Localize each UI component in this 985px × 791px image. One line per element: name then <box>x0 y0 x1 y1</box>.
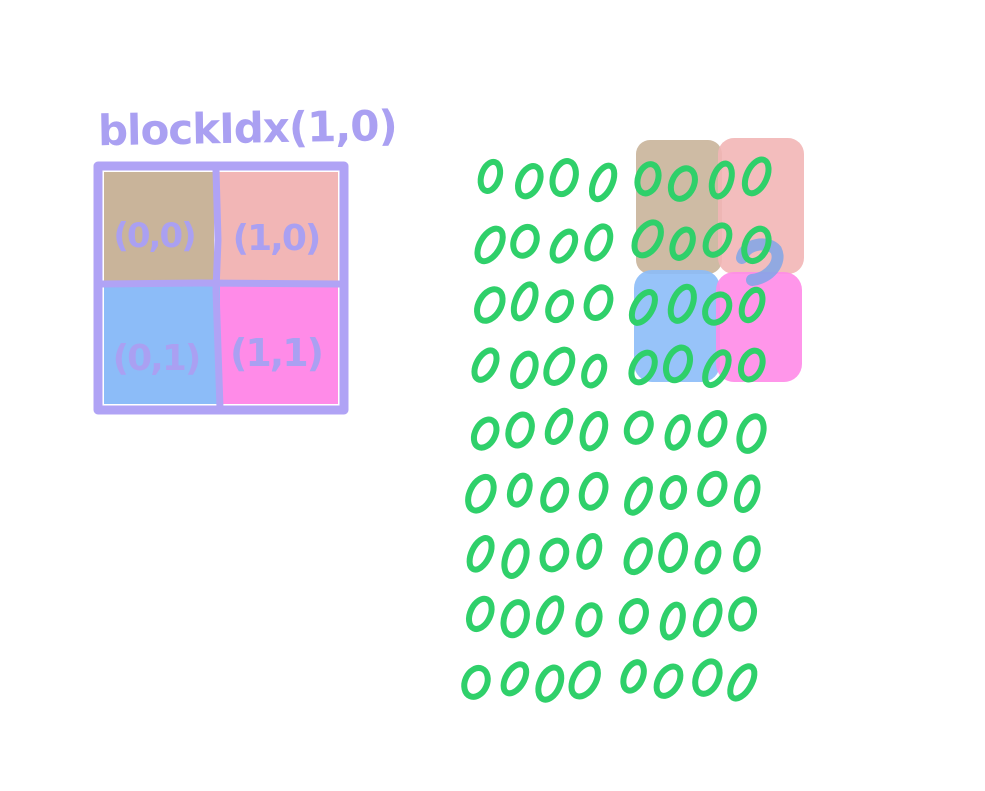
grid-element-0-3 <box>588 162 618 203</box>
grid-element-8-3 <box>568 660 601 700</box>
grid-element-8-0 <box>461 664 491 700</box>
grid-element-3-1 <box>510 350 539 390</box>
grid-element-4-0 <box>470 416 500 451</box>
grid-element-0-2 <box>549 158 579 198</box>
grid-element-6-0 <box>466 535 495 573</box>
block-divider-vertical <box>212 166 224 412</box>
highlight-thread-1-1 <box>716 272 802 382</box>
thread-cell-0-0 <box>104 172 214 282</box>
thread-label-0-0: (0,0) <box>113 216 194 256</box>
highlight-thread-1-0 <box>718 138 804 274</box>
grid-element-6-4 <box>623 537 653 576</box>
grid-element-4-5 <box>664 414 691 451</box>
data-grid <box>461 156 772 703</box>
grid-element-6-1 <box>501 538 530 579</box>
grid-element-2-3 <box>583 284 614 321</box>
grid-element-6-2 <box>539 537 570 573</box>
grid-element-1-7 <box>741 225 772 265</box>
grid-element-4-2 <box>544 407 574 445</box>
grid-element-0-7 <box>741 156 772 197</box>
grid-element-1-2 <box>549 228 579 264</box>
grid-element-1-4 <box>631 219 664 259</box>
grid-element-7-7 <box>728 596 758 632</box>
grid-element-1-1 <box>510 223 540 259</box>
grid-element-3-3 <box>581 353 608 389</box>
grid-element-2-5 <box>667 283 697 324</box>
grid-element-6-6 <box>694 540 722 575</box>
grid-element-6-7 <box>733 535 761 573</box>
block-label: blockIdx(1,0) <box>98 101 398 155</box>
grid-element-3-4 <box>628 349 658 386</box>
grid-element-3-5 <box>662 344 694 384</box>
grid-element-7-5 <box>659 601 686 641</box>
grid-element-3-6 <box>702 349 732 389</box>
thread-label-1-1: (1,1) <box>230 331 322 375</box>
grid-element-5-3 <box>578 471 609 511</box>
grid-element-3-7 <box>737 347 766 383</box>
grid-element-8-6 <box>692 658 723 697</box>
grid-element-2-0 <box>474 286 506 324</box>
thread-cell-1-0 <box>216 172 338 282</box>
highlight-scribble <box>736 238 784 286</box>
grid-element-0-5 <box>667 165 698 202</box>
grid-element-7-6 <box>692 597 723 638</box>
grid-element-5-2 <box>540 476 570 513</box>
grid-element-7-4 <box>618 598 649 635</box>
grid-element-5-1 <box>506 472 533 508</box>
grid-element-2-2 <box>545 289 575 324</box>
grid-element-2-4 <box>628 289 658 326</box>
grid-element-4-6 <box>697 410 728 448</box>
grid-element-8-1 <box>500 661 530 697</box>
grid-element-5-4 <box>624 476 653 516</box>
block-divider-horizontal <box>96 279 344 288</box>
grid-element-0-6 <box>708 160 735 200</box>
grid-element-1-0 <box>474 225 506 265</box>
grid-element-2-1 <box>510 281 539 322</box>
thread-cell-1-1 <box>220 286 338 404</box>
grid-element-4-7 <box>736 413 767 454</box>
grid-element-4-4 <box>623 410 654 445</box>
grid-element-6-5 <box>658 532 689 573</box>
grid-element-6-3 <box>576 532 603 570</box>
thread-label-1-0: (1,0) <box>233 218 320 259</box>
grid-element-8-2 <box>535 664 565 703</box>
grid-element-8-5 <box>653 663 684 699</box>
grid-element-1-3 <box>584 223 614 262</box>
grid-element-1-6 <box>702 222 733 258</box>
block-diagram: (0,0) (1,0) (0,1) (1,1) <box>93 161 349 415</box>
grid-element-3-2 <box>543 346 576 386</box>
grid-element-5-7 <box>733 474 761 513</box>
grid-element-0-0 <box>477 158 504 194</box>
grid-element-2-6 <box>702 291 733 326</box>
grid-element-7-0 <box>465 595 495 633</box>
grid-element-4-1 <box>505 411 535 449</box>
grid-element-0-1 <box>514 163 544 200</box>
grid-element-8-4 <box>620 659 647 694</box>
grid-element-2-7 <box>738 286 766 324</box>
grid-element-5-6 <box>697 470 728 508</box>
grid-element-7-1 <box>500 599 530 639</box>
grid-element-5-0 <box>465 473 497 514</box>
grid-element-8-7 <box>727 663 758 702</box>
grid-element-4-3 <box>579 411 609 452</box>
grid-element-0-4 <box>634 161 662 197</box>
grid-element-1-5 <box>669 226 696 261</box>
grid-element-3-0 <box>471 347 500 383</box>
thread-label-0-1: (0,1) <box>113 338 200 379</box>
grid-element-5-5 <box>659 474 688 511</box>
grid-element-7-2 <box>535 595 565 635</box>
grid-element-7-3 <box>575 602 603 638</box>
thread-cell-0-1 <box>104 286 220 404</box>
